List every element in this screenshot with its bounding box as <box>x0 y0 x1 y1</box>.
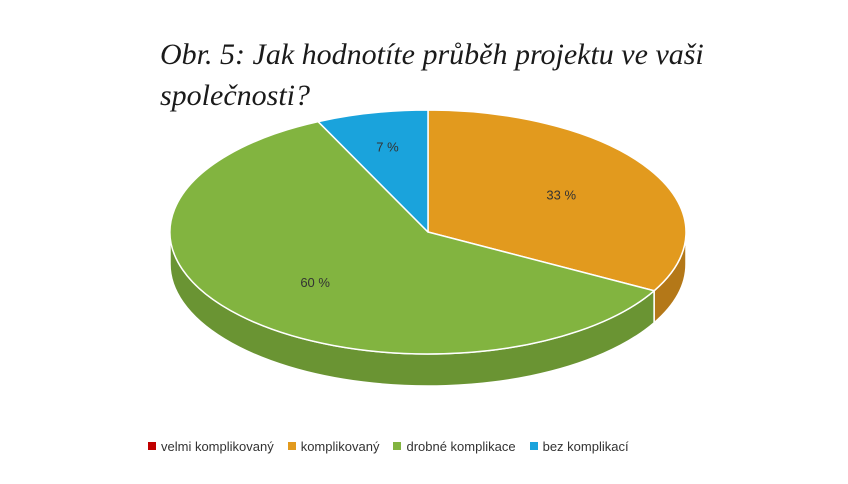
legend-item: komplikovaný <box>287 438 380 454</box>
pie-slices <box>169 109 687 355</box>
pie-data-label: 33 % <box>546 188 576 203</box>
pie-slice <box>169 120 655 355</box>
legend-label: velmi komplikovaný <box>161 438 274 454</box>
legend-swatch <box>148 442 156 450</box>
pie-data-labels: 33 % 60 % 7 % <box>300 139 576 290</box>
pie-data-label: 60 % <box>300 275 330 290</box>
legend-item: velmi komplikovaný <box>148 439 274 454</box>
legend-swatch <box>393 442 402 450</box>
chart-title: Obr. 5: Jak hodnotíte průběh projektu ve… <box>160 38 704 112</box>
legend-item: drobné komplikace <box>393 438 516 454</box>
legend-label: komplikovaný <box>300 438 380 454</box>
pie-slice <box>317 109 429 233</box>
pie-slice <box>427 109 687 292</box>
legend-label: drobné komplikace <box>406 438 516 454</box>
legend-item: bez komplikací <box>529 438 629 454</box>
legend-swatch <box>287 442 296 450</box>
legend-label: bez komplikací <box>542 438 629 454</box>
legend: velmi komplikovaný komplikovaný drobné k… <box>148 436 643 456</box>
legend-swatch <box>529 442 538 450</box>
pie-data-label: 7 % <box>376 139 399 154</box>
